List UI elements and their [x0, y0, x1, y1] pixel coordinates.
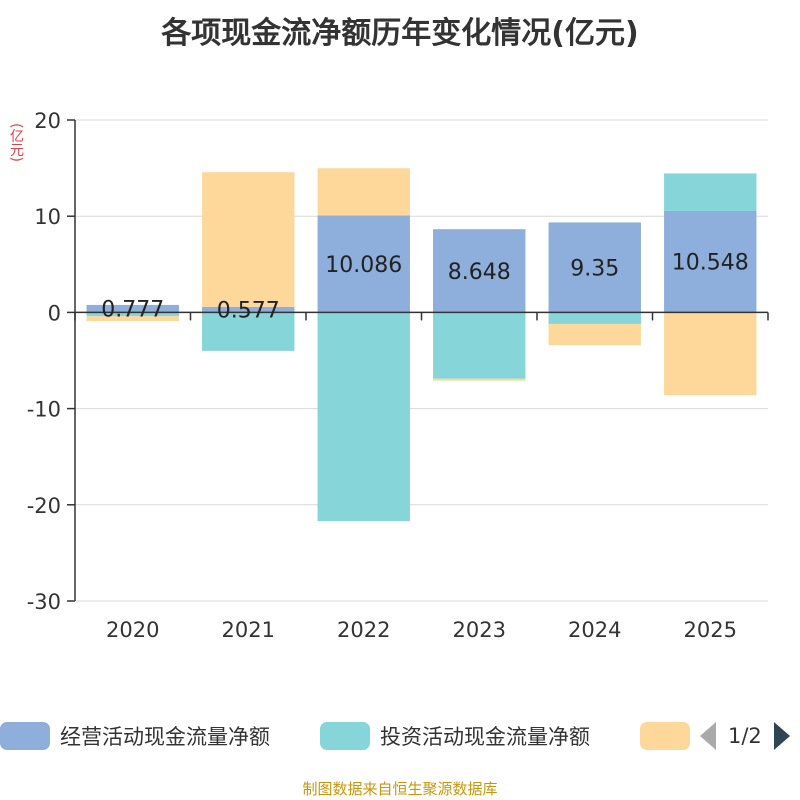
bar-s1-2021 — [202, 312, 295, 351]
bar-s1-2024 — [548, 312, 641, 324]
x-tick-label-2021: 2021 — [222, 618, 275, 642]
legend-prev-arrow-icon[interactable] — [700, 722, 716, 750]
legend-item-financing[interactable] — [640, 718, 700, 754]
data-label-2023: 8.648 — [448, 260, 511, 285]
legend-label-operating: 经营活动现金流量净额 — [60, 725, 270, 749]
bar-s1-2020 — [86, 312, 179, 317]
x-tick-label-2025: 2025 — [684, 618, 737, 642]
legend-swatch-investing — [320, 722, 370, 750]
legend-swatch-financing — [640, 722, 690, 750]
bar-s2-2024 — [548, 323, 641, 346]
bar-s1-2022 — [317, 312, 410, 522]
bar-s0-2022 — [317, 215, 410, 313]
y-tick-label-5: -30 — [27, 590, 61, 614]
legend-next-arrow-icon[interactable] — [773, 722, 790, 750]
y-tick-label-1: 10 — [34, 205, 61, 229]
x-tick-label-2023: 2023 — [453, 618, 506, 642]
bar-s2-2020 — [86, 316, 179, 322]
bar-s0-2024 — [548, 222, 641, 313]
chart-canvas: 20 10 0 -10 -20 -30 2020 2021 2022 2023 2024 2025 0.… — [27, 109, 769, 642]
legend-swatch-operating — [0, 722, 50, 750]
bar-s2-2023 — [433, 378, 526, 381]
bar-s1-2023 — [433, 312, 526, 379]
bar-s2-2021 — [202, 172, 295, 307]
data-label-2020: 0.777 — [101, 298, 164, 323]
legend-label-investing: 投资活动现金流量净额 — [380, 725, 590, 749]
data-label-2025: 10.548 — [672, 251, 749, 276]
bar-s2-2025 — [664, 312, 757, 396]
chart-title: 各项现金流净额历年变化情况(亿元) — [161, 16, 639, 51]
y-axis-unit: (亿元) — [8, 123, 24, 162]
bar-s0-2023 — [433, 229, 526, 313]
data-label-2022: 10.086 — [325, 253, 402, 278]
legend-item-investing[interactable]: 投资活动现金流量净额 — [320, 718, 590, 754]
bar-s0-2025 — [664, 210, 757, 313]
y-tick-label-4: -20 — [27, 494, 61, 518]
x-tick-label-2022: 2022 — [337, 618, 390, 642]
data-label-2021: 0.577 — [217, 299, 280, 324]
legend-item-operating[interactable]: 经营活动现金流量净额 — [0, 718, 270, 754]
x-tick-label-2020: 2020 — [106, 618, 159, 642]
x-tick-label-2024: 2024 — [568, 618, 621, 642]
legend-pager: 1/2 — [700, 718, 800, 754]
bar-s2-2022 — [317, 168, 410, 216]
bar-s0-2021 — [202, 306, 295, 313]
y-tick-label-0: 20 — [34, 109, 61, 133]
legend-page-indicator: 1/2 — [728, 724, 762, 748]
bar-s0-2020 — [86, 304, 179, 313]
y-tick-label-3: -10 — [27, 398, 61, 422]
data-label-2024: 9.35 — [570, 256, 619, 281]
data-source-note: 制图数据来自恒生聚源数据库 — [302, 780, 498, 798]
y-tick-label-2: 0 — [48, 301, 61, 325]
legend: 经营活动现金流量净额 投资活动现金流量净额 — [0, 718, 800, 754]
bar-s1-2025 — [664, 173, 757, 211]
